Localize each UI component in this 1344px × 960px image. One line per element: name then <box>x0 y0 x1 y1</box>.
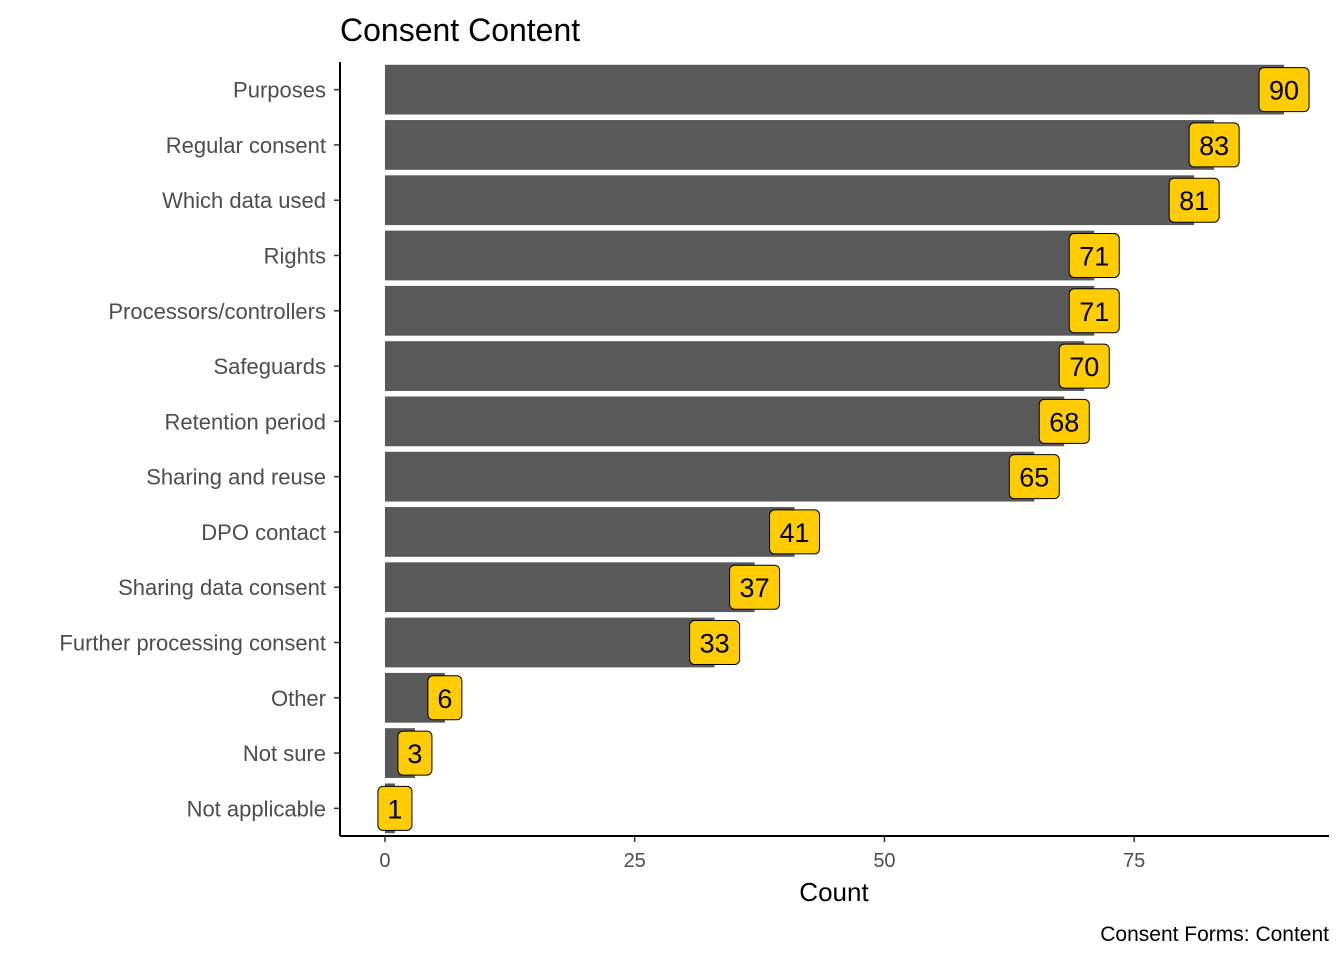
y-tick-label: Sharing data consent <box>118 575 326 600</box>
chart-title: Consent Content <box>340 12 580 48</box>
data-label-box <box>689 620 741 665</box>
x-tick-label: 25 <box>624 850 646 872</box>
x-tick-label: 0 <box>379 850 390 872</box>
bar <box>384 230 1095 281</box>
data-label-box <box>377 785 413 831</box>
x-axis: 0 25 50 75 <box>340 835 1329 872</box>
data-label-box <box>1038 398 1090 444</box>
y-tick-label: Further processing consent <box>59 631 326 656</box>
data-label: 83 <box>1199 131 1229 161</box>
y-tick-label: Not applicable <box>187 796 326 821</box>
bar <box>384 451 1035 502</box>
data-label: 70 <box>1069 352 1099 382</box>
x-tick-label: 50 <box>873 850 895 872</box>
data-label-box <box>1258 67 1310 113</box>
x-tick-label: 75 <box>1123 850 1145 872</box>
data-label: 1 <box>387 794 402 824</box>
bar <box>384 507 795 557</box>
y-tick-label: Processors/controllers <box>108 299 326 324</box>
y-tick-label: Not sure <box>243 741 326 766</box>
data-label-box <box>1188 122 1240 168</box>
data-label-box <box>729 564 781 610</box>
bar <box>384 285 1095 336</box>
y-axis: Purposes Regular consent Which data used Ri… <box>59 62 341 836</box>
bar <box>384 64 1285 115</box>
data-label: 71 <box>1079 297 1109 327</box>
y-tick-label: Regular consent <box>166 133 326 158</box>
bar <box>384 120 1215 170</box>
y-tick-label: Purposes <box>233 78 326 103</box>
y-tick-label: Safeguards <box>213 354 326 379</box>
y-tick-label: Other <box>271 686 326 711</box>
data-label: 81 <box>1179 186 1209 216</box>
y-tick-label: Which data used <box>162 188 326 213</box>
bar <box>384 396 1065 447</box>
bar <box>384 175 1195 226</box>
data-label: 3 <box>407 739 422 769</box>
chart-caption: Consent Forms: Content <box>1100 923 1329 946</box>
y-tick-label: Rights <box>264 244 326 269</box>
bars-group <box>384 64 1285 834</box>
bar <box>384 562 755 613</box>
x-axis-label: Count <box>799 877 869 907</box>
bar <box>384 341 1085 391</box>
data-label-box <box>1168 177 1220 223</box>
data-label-box <box>1008 454 1060 500</box>
data-label: 90 <box>1269 76 1299 106</box>
y-tick-label: DPO contact <box>201 520 326 545</box>
bar <box>384 617 715 668</box>
data-label-box <box>1058 343 1110 389</box>
data-label: 6 <box>437 684 452 714</box>
data-label: 68 <box>1049 407 1079 437</box>
y-tick-label: Sharing and reuse <box>146 465 326 490</box>
data-label-box <box>427 675 463 721</box>
data-label: 71 <box>1079 242 1109 272</box>
data-label: 37 <box>740 573 770 603</box>
data-label-box <box>1068 233 1120 278</box>
data-label: 33 <box>700 629 730 659</box>
y-tick-label: Retention period <box>165 409 326 434</box>
data-label: 65 <box>1019 463 1049 493</box>
data-label-box <box>769 509 821 555</box>
data-label: 41 <box>780 518 810 548</box>
data-label-box <box>1068 288 1120 334</box>
data-label-box <box>397 730 433 776</box>
